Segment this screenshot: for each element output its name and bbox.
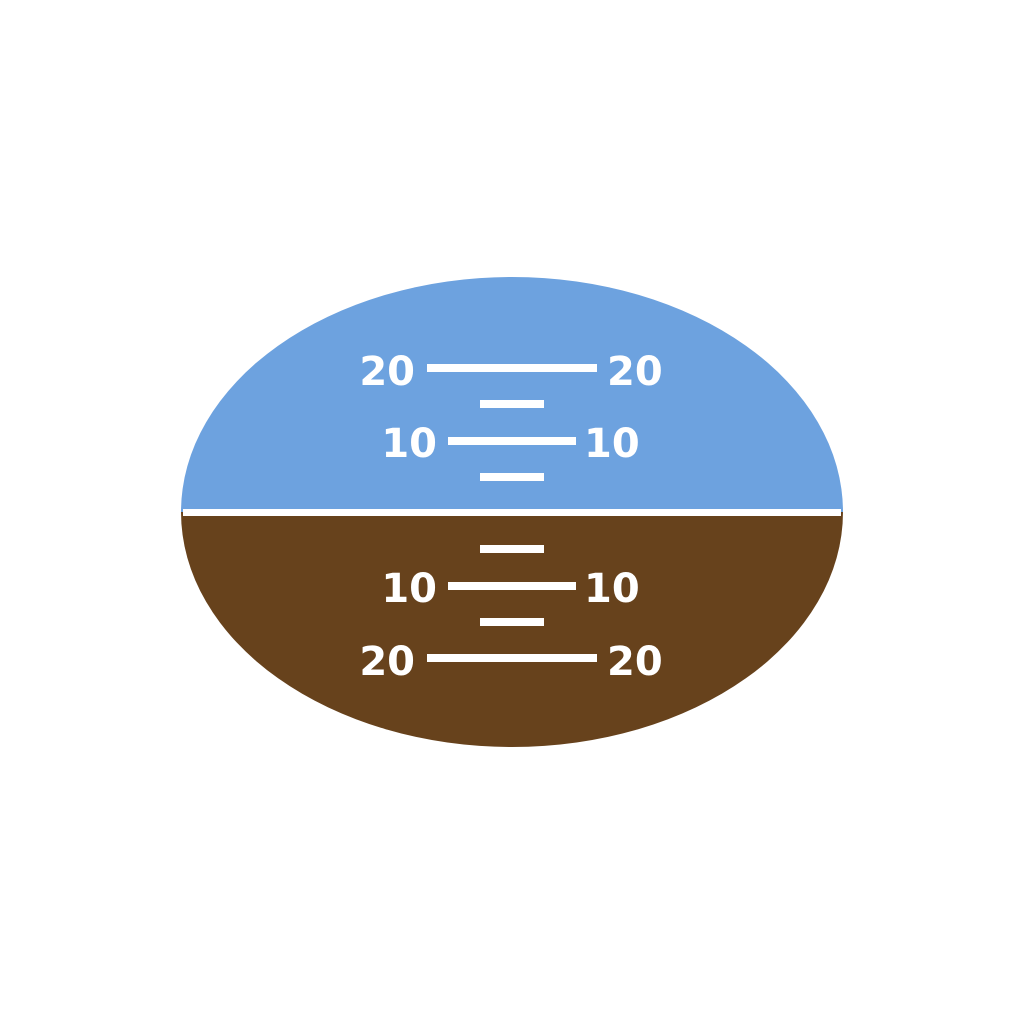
horizon-line: [183, 509, 841, 516]
pitch-label-down-20-left: 20: [359, 639, 415, 685]
pitch-line-up-5: [480, 473, 544, 481]
pitch-line-up-20: [427, 364, 597, 372]
pitch-label-up-10-right: 10: [584, 421, 640, 467]
pitch-line-down-10: [448, 582, 576, 590]
pitch-line-up-15: [480, 400, 544, 408]
pitch-label-down-10-right: 10: [584, 566, 640, 612]
pitch-line-down-20: [427, 654, 597, 662]
pitch-line-down-15: [480, 618, 544, 626]
pitch-label-down-20-right: 20: [607, 639, 663, 685]
pitch-line-up-10: [448, 437, 576, 445]
pitch-label-up-10-left: 10: [381, 421, 437, 467]
pitch-line-down-5: [480, 545, 544, 553]
pitch-label-down-10-left: 10: [381, 566, 437, 612]
pitch-label-up-20-right: 20: [607, 349, 663, 395]
pitch-label-up-20-left: 20: [359, 349, 415, 395]
